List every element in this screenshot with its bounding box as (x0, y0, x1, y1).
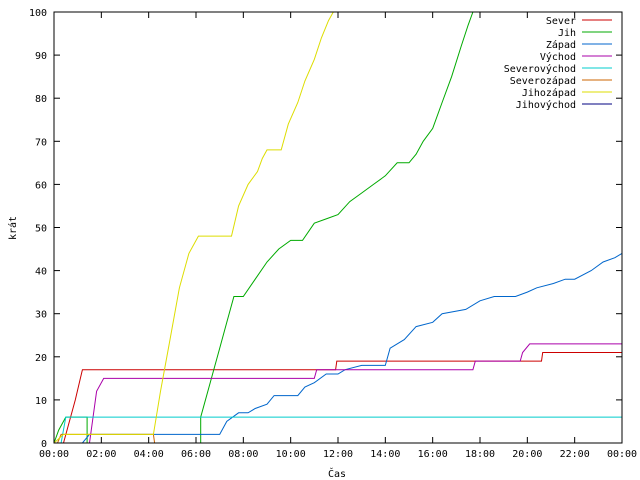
y-tick-label: 80 (35, 94, 47, 105)
y-tick-label: 60 (35, 180, 47, 191)
x-tick-label: 00:00 (39, 449, 69, 460)
x-tick-label: 02:00 (86, 449, 116, 460)
series-line-7 (53, 11, 334, 444)
legend-label-6: Severozápad (510, 75, 576, 87)
y-tick-label: 40 (35, 267, 47, 278)
legend-label-1: Sever (546, 16, 576, 27)
y-tick-label: 10 (35, 396, 47, 407)
x-tick-label: 04:00 (134, 449, 164, 460)
x-tick-label: 12:00 (323, 449, 353, 460)
x-tick-label: 14:00 (370, 449, 400, 460)
x-tick-label: 00:00 (607, 449, 637, 460)
x-tick-label: 06:00 (181, 449, 211, 460)
legend-label-5: Severovýchod (504, 63, 576, 75)
y-tick-label: 70 (35, 137, 47, 148)
y-tick-label: 30 (35, 310, 47, 321)
legend-label-4: Východ (540, 51, 576, 63)
y-tick-label: 50 (35, 224, 47, 235)
y-axis-label: krát (7, 216, 19, 240)
axes-layer: 0 10 20 30 40 50 60 70 80 90 100 00:00 02:00 04:00 06:… (29, 8, 637, 460)
legend-label-2: Jih (558, 28, 576, 39)
series-line-2 (53, 11, 474, 444)
x-tick-label: 16:00 (418, 449, 448, 460)
x-tick-label: 22:00 (560, 449, 590, 460)
legend-label-3: Západ (546, 39, 576, 51)
series-line-4 (54, 343, 622, 444)
y-tick-label: 90 (35, 51, 47, 62)
y-tick-label: 0 (41, 439, 47, 450)
y-tick-label: 100 (29, 8, 47, 19)
x-tick-label: 20:00 (512, 449, 542, 460)
series-line-3 (54, 252, 623, 444)
y-tick-label: 20 (35, 353, 47, 364)
x-tick-label: 10:00 (276, 449, 306, 460)
legend: SeverJihZápadVýchodSeverovýchodSeverozáp… (504, 16, 612, 111)
x-tick-label: 18:00 (465, 449, 495, 460)
legend-label-7: Jihozápad (522, 87, 576, 99)
x-axis-label: Čas (328, 467, 346, 480)
x-tick-label: 08:00 (228, 449, 258, 460)
legend-label-8: Jihovýchod (516, 99, 576, 111)
